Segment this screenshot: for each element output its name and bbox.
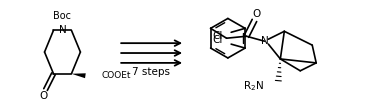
Text: COOEt: COOEt bbox=[101, 71, 131, 80]
Text: Boc: Boc bbox=[53, 11, 71, 21]
Text: O: O bbox=[39, 92, 48, 101]
Polygon shape bbox=[71, 73, 86, 78]
Text: R$_2$N: R$_2$N bbox=[243, 80, 264, 94]
Text: Cl: Cl bbox=[213, 31, 223, 41]
Text: N: N bbox=[59, 25, 67, 35]
Text: 7 steps: 7 steps bbox=[132, 67, 170, 77]
Text: N: N bbox=[260, 36, 268, 46]
Text: Cl: Cl bbox=[213, 35, 223, 45]
Text: O: O bbox=[252, 9, 260, 18]
